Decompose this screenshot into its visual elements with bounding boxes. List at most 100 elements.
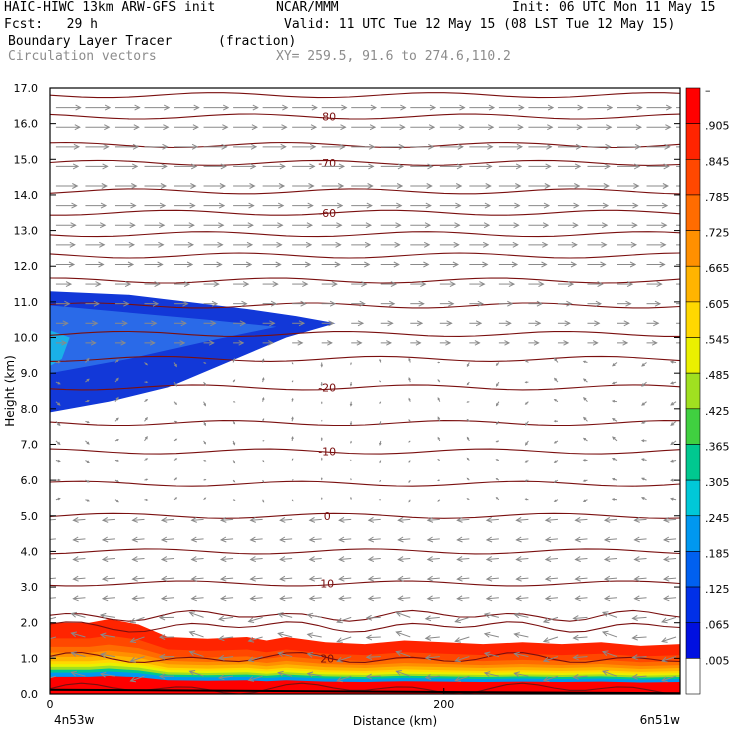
vector-arrow [397,575,411,582]
vector-arrow [50,518,56,521]
vector-arrow [85,420,90,424]
vector-arrow [424,634,440,641]
vector-arrow [336,636,352,643]
contour-label: 0 [324,510,331,523]
vector-arrow [587,320,601,327]
vector-arrow [676,342,680,344]
vector-arrow [188,650,204,658]
temperature-contour [50,209,680,216]
vector-arrow [466,362,470,368]
vector-arrow [55,281,73,288]
vector-arrow [320,362,324,368]
vector-arrow [70,611,86,618]
colorbar-label: .545 [705,334,730,347]
vector-arrow [101,595,116,602]
colorbar-label: .785 [705,191,730,204]
vector-arrow [456,575,470,582]
vector-arrow [587,261,607,268]
vector-arrow [144,458,149,461]
vector-arrow [646,124,672,131]
vector-arrow [662,556,677,563]
temperature-contour [50,231,680,238]
vector-arrow [203,459,207,462]
colorbar-label: .605 [705,298,730,311]
vector-arrow [617,104,643,111]
vector-arrow [72,516,86,523]
vector-arrow [456,595,470,602]
vector-arrow [611,399,618,403]
temperature-contour [50,548,680,555]
vector-arrow [233,183,256,189]
vector-arrow [498,222,520,229]
vector-arrow [144,222,166,229]
vector-arrow [174,143,199,150]
vector-arrow [306,612,322,619]
vector-arrow [469,124,495,131]
colorbar-segment [685,372,701,410]
vector-arrow [232,379,236,383]
vector-arrow [437,499,441,502]
vector-arrow [70,631,86,638]
vector-arrow [203,320,217,327]
y-tick-label: 10.0 [14,332,39,345]
vector-arrow [528,340,540,346]
vector-arrow [466,381,470,386]
vector-arrow [498,183,522,189]
vector-arrow [670,381,677,385]
vector-arrow [233,320,247,327]
vector-arrow [217,615,234,622]
vector-arrow [292,241,313,248]
vector-arrow [85,261,105,268]
vector-arrow [553,479,559,483]
vector-arrow [174,124,200,131]
vector-arrow [379,401,382,405]
vector-arrow [469,143,494,150]
vector-arrow [553,460,559,463]
vector-arrow [646,261,666,268]
vector-arrow [219,516,234,523]
vector-arrow [469,104,496,111]
vector-arrow [466,418,470,422]
vector-arrow [50,597,56,599]
colorbar-label: .725 [705,227,730,240]
vector-arrow [379,479,382,483]
vector-arrow [262,163,286,170]
vector-arrow [557,104,584,111]
vector-arrow [203,163,227,170]
temperature-contour [50,682,680,694]
vector-arrow [524,479,529,482]
vector-arrow [601,630,618,638]
vector-arrow [408,479,411,484]
vector-arrow [114,143,140,150]
vector-arrow [217,674,234,681]
vector-arrow [528,202,551,209]
vector-arrow [188,630,204,638]
vector-arrow [338,595,352,602]
vector-arrow [114,222,136,229]
colorbar-label: .245 [705,512,730,525]
vector-arrow [101,556,116,563]
vector-arrow [292,261,312,268]
vector-arrow [174,183,197,189]
vector-arrow [661,636,677,643]
colorbar-segment [685,444,701,481]
vector-arrow [233,202,255,209]
vector-label: Circulation vectors [8,49,157,64]
vector-arrow [144,183,168,189]
vector-arrow [262,281,279,288]
y-tick-label: 16.0 [14,118,39,131]
vector-arrow [410,183,433,189]
vector-arrow [410,124,436,131]
vector-arrow [203,497,207,501]
vector-arrow [308,575,322,582]
vector-arrow [158,653,175,660]
colorbar-segment [685,515,701,552]
vector-arrow [144,478,149,481]
vector-arrow [233,281,250,288]
colorbar-segment [685,408,701,445]
vector-arrow [233,340,245,346]
colorbar-segment [685,479,701,517]
colorbar-segment [685,551,701,588]
vector-arrow [466,401,470,403]
vector-arrow [603,575,618,582]
